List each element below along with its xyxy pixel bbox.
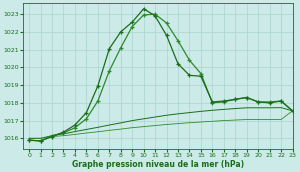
X-axis label: Graphe pression niveau de la mer (hPa): Graphe pression niveau de la mer (hPa) bbox=[72, 159, 244, 169]
